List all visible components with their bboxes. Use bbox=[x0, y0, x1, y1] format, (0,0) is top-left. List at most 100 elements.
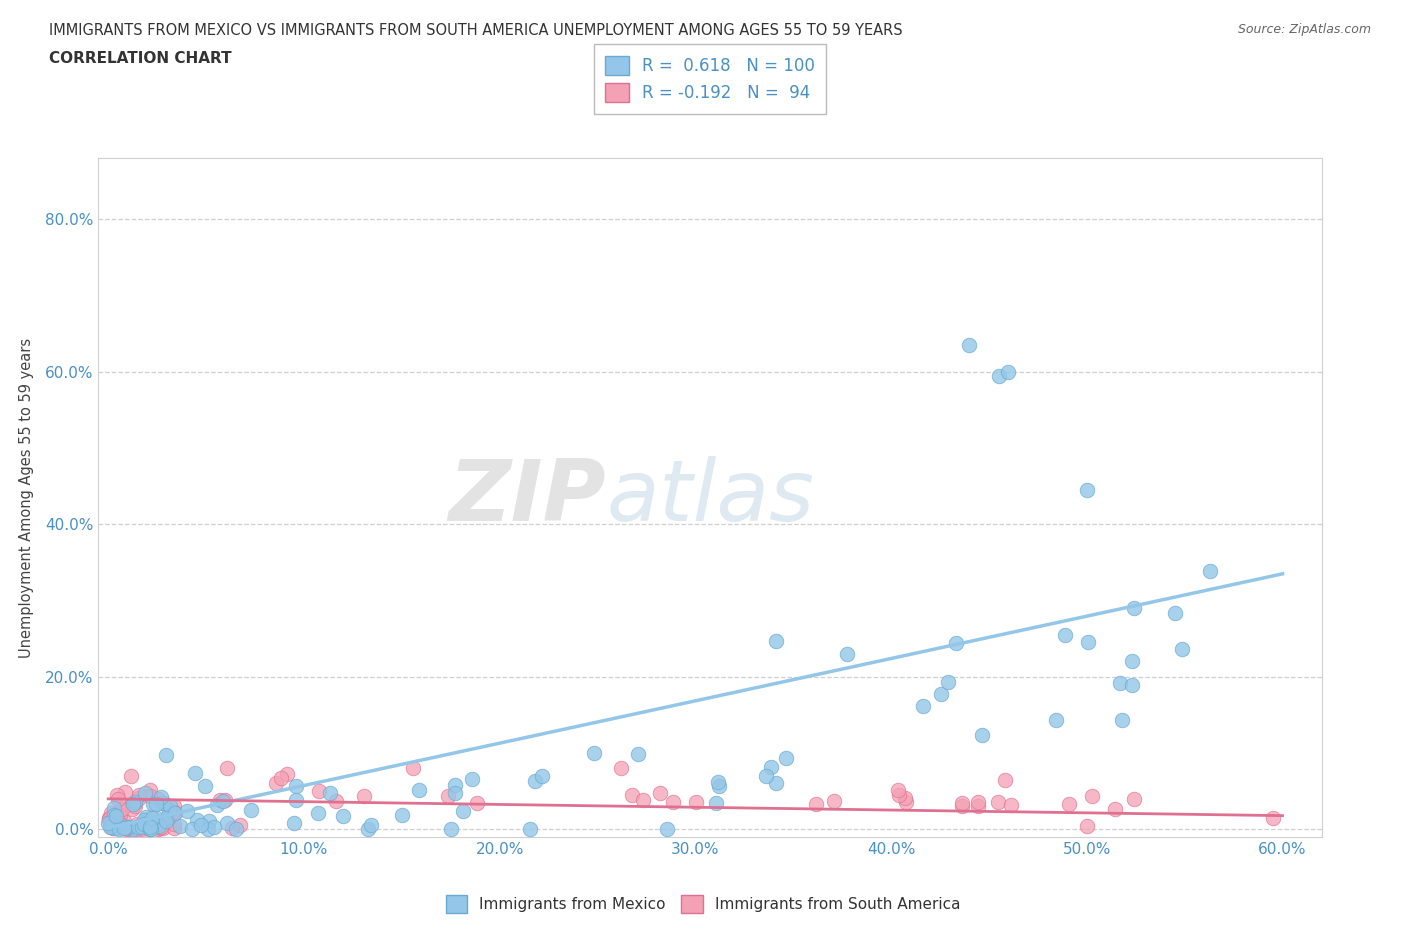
Point bbox=[1045, 712, 1067, 727]
Point bbox=[444, 777, 467, 792]
Point bbox=[704, 796, 727, 811]
Point bbox=[142, 814, 165, 829]
Point bbox=[169, 818, 191, 833]
Point bbox=[121, 822, 143, 837]
Point bbox=[208, 792, 231, 807]
Point bbox=[911, 698, 934, 713]
Point bbox=[115, 820, 138, 835]
Point bbox=[103, 800, 125, 815]
Point bbox=[111, 802, 134, 817]
Point bbox=[264, 776, 287, 790]
Point bbox=[105, 807, 128, 822]
Point bbox=[103, 821, 125, 836]
Point bbox=[1109, 676, 1132, 691]
Point bbox=[155, 814, 177, 829]
Point bbox=[115, 821, 138, 836]
Point bbox=[444, 786, 467, 801]
Point bbox=[105, 788, 128, 803]
Point bbox=[285, 778, 308, 793]
Point bbox=[197, 821, 219, 836]
Point bbox=[118, 819, 141, 834]
Point bbox=[112, 821, 135, 836]
Point bbox=[353, 789, 375, 804]
Point bbox=[894, 790, 917, 805]
Point bbox=[276, 766, 298, 781]
Point bbox=[98, 819, 121, 834]
Point bbox=[1122, 791, 1144, 806]
Point bbox=[150, 819, 173, 834]
Point bbox=[146, 791, 169, 806]
Point bbox=[440, 822, 463, 837]
Point bbox=[1059, 797, 1081, 812]
Point bbox=[128, 790, 150, 805]
Point bbox=[950, 798, 973, 813]
Point bbox=[307, 805, 329, 820]
Point bbox=[211, 793, 233, 808]
Point bbox=[100, 805, 122, 820]
Point bbox=[114, 785, 136, 800]
Point bbox=[1123, 601, 1146, 616]
Point bbox=[530, 768, 553, 783]
Point bbox=[987, 795, 1010, 810]
Point bbox=[987, 368, 1010, 383]
Point bbox=[765, 776, 787, 790]
Point bbox=[270, 771, 292, 786]
Point bbox=[1111, 712, 1133, 727]
Point bbox=[970, 727, 993, 742]
Point bbox=[239, 803, 262, 817]
Point bbox=[127, 819, 149, 834]
Point bbox=[994, 772, 1017, 787]
Point bbox=[648, 785, 671, 800]
Point bbox=[128, 788, 150, 803]
Point bbox=[108, 820, 131, 835]
Point bbox=[1076, 483, 1098, 498]
Point bbox=[159, 809, 181, 824]
Point bbox=[124, 799, 146, 814]
Point bbox=[124, 796, 146, 811]
Point bbox=[98, 815, 121, 830]
Point bbox=[159, 799, 181, 814]
Point bbox=[706, 775, 728, 790]
Point bbox=[115, 820, 138, 835]
Point bbox=[661, 794, 683, 809]
Point bbox=[804, 797, 827, 812]
Point bbox=[761, 760, 783, 775]
Point bbox=[139, 789, 162, 804]
Point bbox=[887, 787, 910, 802]
Point bbox=[143, 818, 166, 833]
Point bbox=[755, 769, 778, 784]
Point bbox=[108, 821, 131, 836]
Point bbox=[104, 808, 127, 823]
Point bbox=[107, 820, 129, 835]
Point bbox=[202, 819, 225, 834]
Point bbox=[145, 797, 167, 812]
Point bbox=[134, 785, 156, 800]
Point bbox=[214, 792, 236, 807]
Point bbox=[152, 814, 174, 829]
Point bbox=[1054, 628, 1077, 643]
Point bbox=[103, 807, 125, 822]
Point bbox=[966, 794, 988, 809]
Point bbox=[148, 821, 170, 836]
Point bbox=[1121, 678, 1143, 693]
Point bbox=[215, 761, 238, 776]
Point bbox=[131, 821, 153, 836]
Point bbox=[461, 771, 484, 786]
Point bbox=[163, 805, 186, 820]
Point bbox=[887, 782, 910, 797]
Point bbox=[582, 745, 605, 760]
Point bbox=[141, 821, 163, 836]
Point bbox=[205, 798, 228, 813]
Point bbox=[152, 821, 174, 836]
Point bbox=[655, 822, 678, 837]
Point bbox=[122, 797, 145, 812]
Point bbox=[145, 810, 167, 825]
Point bbox=[451, 804, 474, 818]
Point bbox=[98, 811, 121, 826]
Point bbox=[225, 821, 247, 836]
Point bbox=[115, 819, 138, 834]
Point bbox=[103, 816, 125, 830]
Point bbox=[894, 794, 917, 809]
Point bbox=[402, 761, 425, 776]
Legend: R =  0.618   N = 100, R = -0.192   N =  94: R = 0.618 N = 100, R = -0.192 N = 94 bbox=[593, 45, 827, 113]
